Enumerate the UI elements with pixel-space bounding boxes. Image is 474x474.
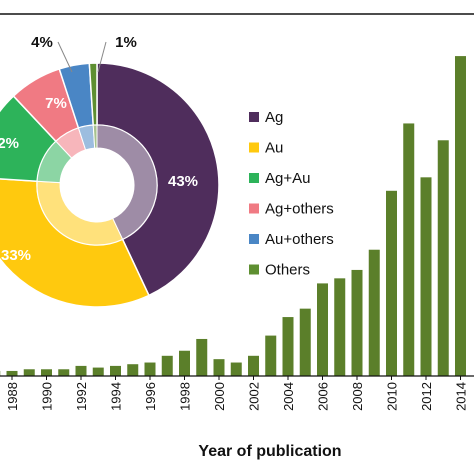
x-tick-label: 2000 [212,382,227,411]
legend-swatch [249,234,259,244]
x-tick-label: 2002 [247,382,262,411]
x-tick-labels: 1988 1990 1992 1994 1996 1998 2000 2002 2004 2006… [5,376,469,411]
slice-value-label: 33% [1,247,31,264]
x-tick-label: 1998 [178,382,193,411]
bar-1997 [161,355,173,376]
x-axis-title: Year of publication [198,443,341,460]
x-tick-label: 2006 [316,382,331,411]
x-tick-label: 1988 [5,382,20,411]
x-tick-label: 2004 [281,382,296,411]
bar-2006 [317,283,328,376]
x-tick-label: 2012 [419,382,434,411]
leader-line-4pct [57,41,73,73]
bar-2009 [368,249,380,376]
legend-label: Ag [265,109,283,126]
bar-2002 [248,355,259,376]
bar-2005 [299,308,311,376]
legend-label: Others [265,262,310,279]
bar-1991 [58,369,70,376]
bar-2013 [437,140,449,376]
legend-label: Au+others [265,231,334,248]
bar-1994 [110,365,121,376]
slice-value-label: 43% [168,173,198,190]
bar-1990 [41,369,52,376]
bar-2014 [455,56,466,377]
legend-swatch [249,264,259,275]
x-tick-label: 1990 [40,382,55,411]
bar-1995 [127,364,139,376]
slice-value-label: 4% [31,34,53,51]
bar-1998 [179,350,190,376]
x-tick-label: 2010 [385,382,400,411]
bar-2001 [230,362,242,376]
x-tick-label: 1992 [74,382,89,411]
bar-2007 [334,278,346,376]
bar-2004 [282,317,294,376]
bar-1989 [23,369,35,376]
donut-chart: 43% 33% 12% 7% 4% 1% [0,34,220,308]
legend-swatch [249,142,259,153]
x-tick-label: 2014 [454,382,469,411]
donut-hole [60,148,134,222]
bar-2003 [265,335,277,376]
slice-value-label: 1% [115,34,137,51]
legend-label: Ag+others [265,201,334,218]
bar-1992 [75,365,87,376]
bar-1988 [6,370,18,376]
legend-swatch [249,203,259,214]
bar-2012 [420,177,432,376]
bar-2010 [386,190,397,376]
legend-swatch [249,173,259,183]
bar-2011 [403,123,415,376]
legend-label: Au [265,140,283,157]
legend-label: Ag+Au [265,170,310,187]
bar-2000 [213,359,225,376]
x-tick-label: 1996 [143,382,158,411]
slice-value-label: 12% [0,135,19,152]
bar-1999 [196,338,208,376]
legend: Ag Au Ag+Au Ag+others Au+others Others [249,109,334,279]
legend-swatch [249,112,259,122]
bar-1993 [92,367,104,376]
x-tick-label: 1994 [109,382,124,411]
bar-2008 [351,269,363,376]
x-tick-label: 2008 [350,382,365,411]
bar-1996 [144,362,156,376]
leader-line-1pct [97,41,107,73]
slice-value-label: 7% [45,95,67,112]
bars-layer [0,56,466,377]
